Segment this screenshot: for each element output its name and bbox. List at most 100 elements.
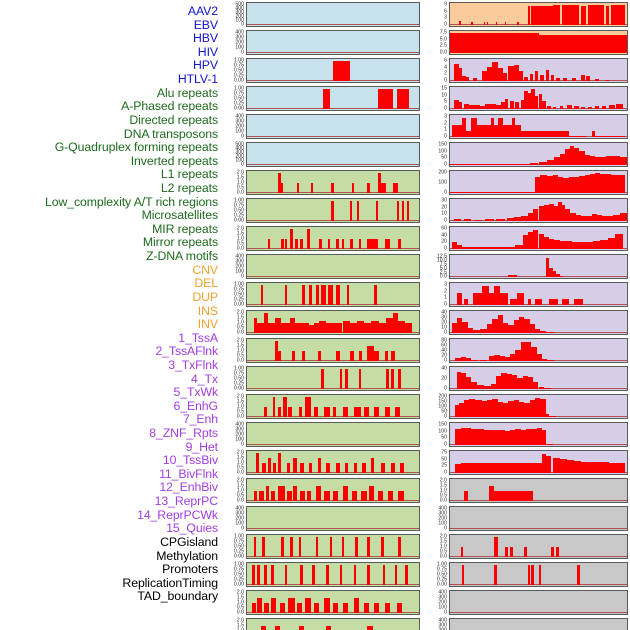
data-bar (526, 463, 532, 473)
data-bar (488, 486, 495, 501)
y-tick-label: 1.00 (233, 365, 244, 372)
data-bar (396, 89, 409, 109)
y-tick-label: 0 (241, 161, 244, 168)
data-bar (513, 399, 520, 417)
data-bar (609, 462, 617, 473)
plot-area-left-22 (246, 618, 420, 630)
y-tick-label: 500 (235, 141, 244, 148)
data-bar (345, 463, 349, 473)
data-bar (471, 463, 477, 473)
data-bar (586, 75, 590, 81)
data-bar (481, 286, 489, 305)
data-bar (579, 151, 585, 165)
data-bar (308, 463, 313, 473)
y-tick-label: 400 (438, 617, 447, 624)
data-bar (529, 400, 535, 417)
plot-area-right-5 (449, 142, 628, 167)
data-bar (616, 175, 626, 193)
data-bar (531, 428, 537, 445)
data-bar (554, 157, 560, 165)
data-bar (262, 463, 266, 473)
y-tick-label: 10 (441, 324, 447, 331)
data-bar (480, 329, 488, 333)
y-tick-label: 30 (441, 197, 447, 204)
y-axis-left-16: 0.0 0.5 1.0 1.5 2.0 (225, 450, 245, 475)
track-label-15-quies: 15_Quies (166, 521, 218, 536)
y-axis-left-21: 0.0 0.5 1.0 1.5 2.0 (225, 590, 245, 615)
track-label-8-znf-rpts: 8_ZNF_Rpts (149, 426, 218, 441)
data-bar (286, 491, 292, 501)
y-tick-label: 1.5 (236, 622, 244, 629)
y-axis-right-6: 0 100 200 (428, 170, 448, 195)
data-bar (267, 323, 277, 333)
data-bar (277, 183, 284, 193)
data-bar (565, 209, 571, 221)
data-bar (451, 124, 463, 137)
data-bar (600, 157, 606, 165)
y-tick-label: 0.5 (439, 548, 447, 555)
track-left-9: 0 100 200 300 400 (225, 254, 420, 279)
data-bar (326, 463, 330, 473)
data-bar (534, 329, 541, 333)
y-axis-right-12: 0 20 40 60 80 (428, 338, 448, 363)
data-bar (488, 430, 495, 445)
data-bar (529, 324, 535, 333)
data-bar (384, 351, 389, 361)
y-tick-label: 75 (441, 449, 447, 456)
track-label-mir-repeats: MIR repeats (152, 221, 218, 236)
data-bar (499, 246, 509, 249)
data-bar (393, 183, 399, 193)
data-bar (533, 381, 539, 389)
baseline (247, 51, 419, 53)
y-tick-label: 5 (444, 98, 447, 105)
y-tick-label: 400 (438, 589, 447, 596)
track-label-5-txwk: 5_TxWk (173, 385, 219, 400)
data-bar (343, 407, 349, 417)
y-tick-label: 1.5 (236, 398, 244, 405)
y-axis-left-7: 0.00 0.25 0.50 0.75 1.00 (225, 198, 245, 223)
y-tick-label: 1.5 (236, 314, 244, 321)
y-tick-label: 1.0 (237, 628, 244, 630)
plot-area-right-19 (449, 534, 628, 559)
baseline (450, 499, 627, 501)
y-tick-label: 0 (444, 245, 447, 252)
y-tick-label: 200 (235, 153, 244, 160)
data-bar (298, 537, 302, 557)
data-bar (522, 235, 528, 249)
data-bar (552, 107, 557, 109)
y-tick-label: 7.5 (439, 261, 447, 268)
y-tick-label: 0.0 (236, 497, 244, 504)
data-bar (559, 106, 564, 109)
data-bar (455, 357, 461, 361)
data-bar (345, 369, 348, 389)
data-bar (386, 318, 394, 333)
track-label-ebv: EBV (193, 17, 218, 32)
y-tick-label: 20 (441, 319, 447, 326)
data-bar (353, 463, 358, 473)
data-bar (589, 156, 596, 165)
y-tick-label: 100 (235, 44, 244, 51)
data-bar (257, 565, 260, 585)
track-label-cpgisland: CPGisland (160, 534, 218, 549)
y-tick-label: 1.0 (236, 179, 244, 186)
data-bar (531, 346, 537, 361)
data-bar (510, 298, 518, 305)
data-bar (511, 375, 518, 389)
data-bar (473, 330, 481, 333)
y-tick-label: 2.0 (236, 169, 244, 176)
plot-area-right-10 (449, 282, 628, 307)
y-tick-label: 0 (444, 413, 447, 420)
y-tick-label: 1.0 (439, 487, 447, 494)
y-tick-label: 1 (444, 126, 447, 133)
y-tick-label: 2.0 (236, 477, 244, 484)
y-tick-label: 0 (444, 469, 447, 476)
y-tick-label: 0.00 (233, 105, 244, 112)
data-bar (513, 65, 520, 81)
data-bar (393, 313, 399, 333)
plot-area-right-11 (449, 310, 628, 335)
data-bar (319, 321, 327, 333)
data-bar (314, 603, 320, 613)
data-bar (471, 118, 477, 137)
y-tick-label: 0 (444, 189, 447, 196)
y-tick-label: 1.00 (233, 533, 244, 540)
